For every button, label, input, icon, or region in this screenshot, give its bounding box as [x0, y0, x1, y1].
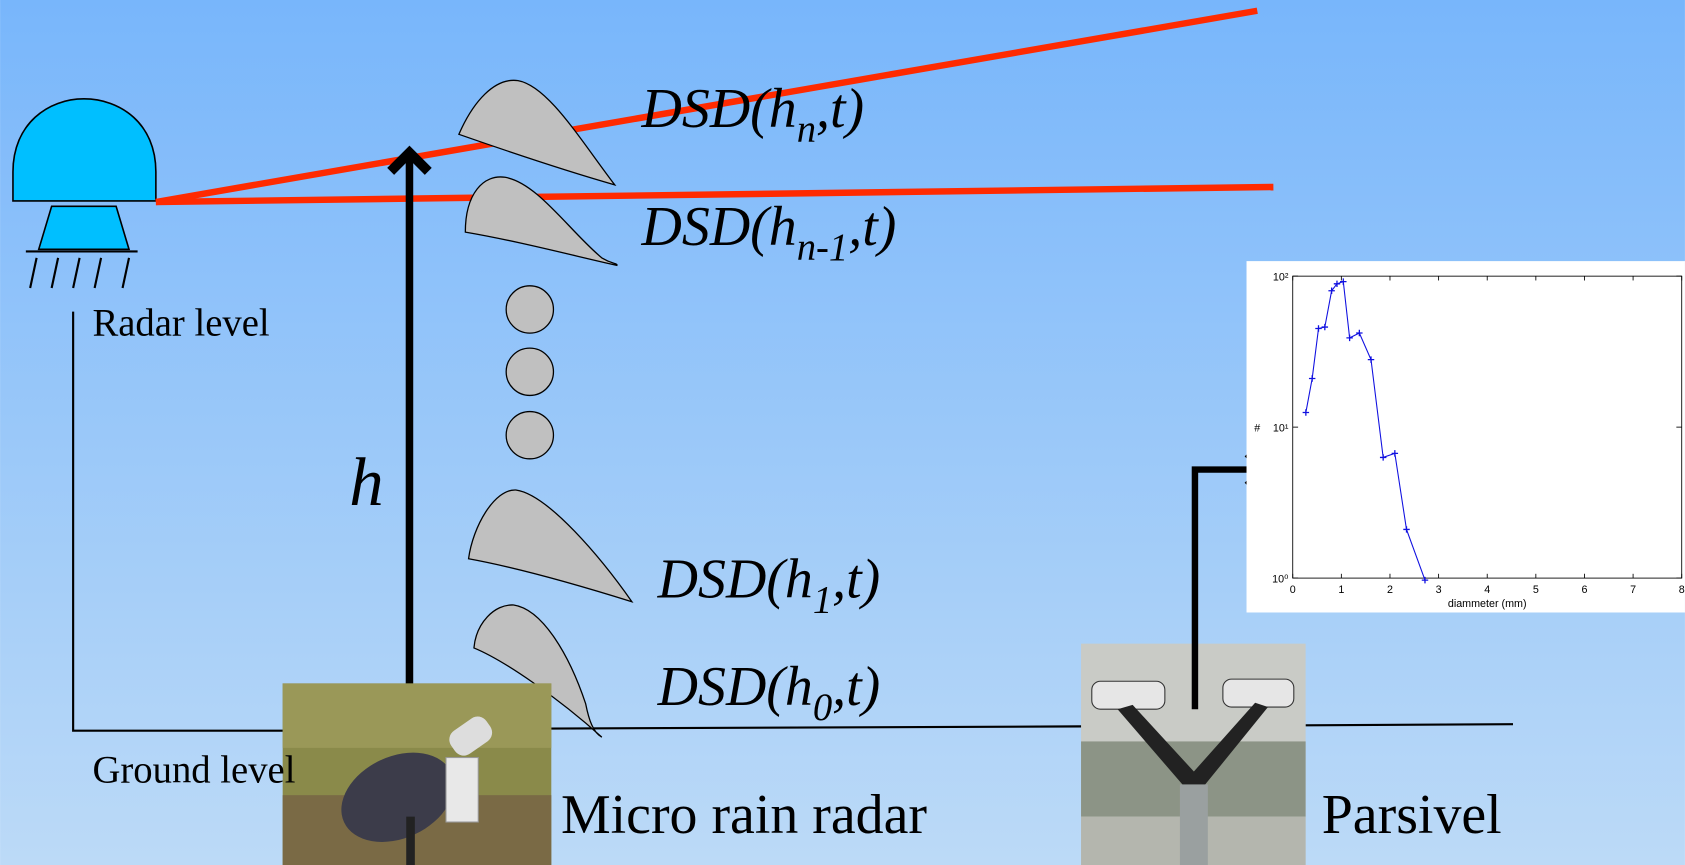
dsd-base: DSD(h [641, 196, 797, 258]
x-tick-label: 7 [1630, 584, 1636, 596]
dsd-end: ,t) [816, 78, 864, 140]
slide: Radar level Ground level h Micro rain ra… [0, 0, 1685, 865]
x-axis-label: diammeter (mm) [1448, 598, 1527, 610]
height-label: h [349, 444, 383, 520]
radar-level-label: Radar level [92, 302, 269, 344]
dsd-subscript: 0 [813, 687, 832, 729]
y-tick-label: 10⁰ [1272, 573, 1288, 585]
x-tick-label: 8 [1679, 584, 1685, 596]
micro-rain-radar-label: Micro rain radar [561, 784, 927, 846]
x-tick-label: 2 [1387, 584, 1393, 596]
micro-rain-radar-photo [283, 683, 552, 865]
page: { "diagram": { "dsd_labels": [ {"base": … [0, 0, 1685, 865]
dsd-end: ,t) [848, 196, 896, 258]
y-axis-label: # [1254, 422, 1260, 434]
y-tick-label: 10¹ [1273, 422, 1289, 434]
x-tick-label: 1 [1338, 584, 1344, 596]
dsd-subscript: 1 [813, 579, 832, 621]
inset-background [1247, 261, 1685, 612]
dsd-end: ,t) [832, 656, 880, 718]
x-tick-label: 5 [1533, 584, 1539, 596]
parsivel-label: Parsivel [1322, 784, 1502, 846]
x-tick-label: 4 [1484, 584, 1490, 596]
dsd-base: DSD(h [641, 78, 797, 140]
ellipsis-dots [506, 286, 553, 459]
dsd-base: DSD(h [657, 656, 813, 718]
y-tick-label: 10² [1273, 271, 1289, 283]
dsd-base: DSD(h [657, 548, 813, 610]
x-tick-label: 3 [1436, 584, 1442, 596]
x-tick-label: 0 [1290, 584, 1296, 596]
dsd-end: ,t) [832, 548, 880, 610]
dsd-subscript: n-1 [797, 227, 849, 269]
x-tick-label: 6 [1581, 584, 1587, 596]
ground-level-label: Ground level [92, 749, 295, 791]
inset-chart: 0 1 2 3 4 5 6 7 8 10⁰ 10¹ 10² diammeter (mm) # [1247, 261, 1685, 612]
dsd-subscript: n [797, 109, 816, 151]
